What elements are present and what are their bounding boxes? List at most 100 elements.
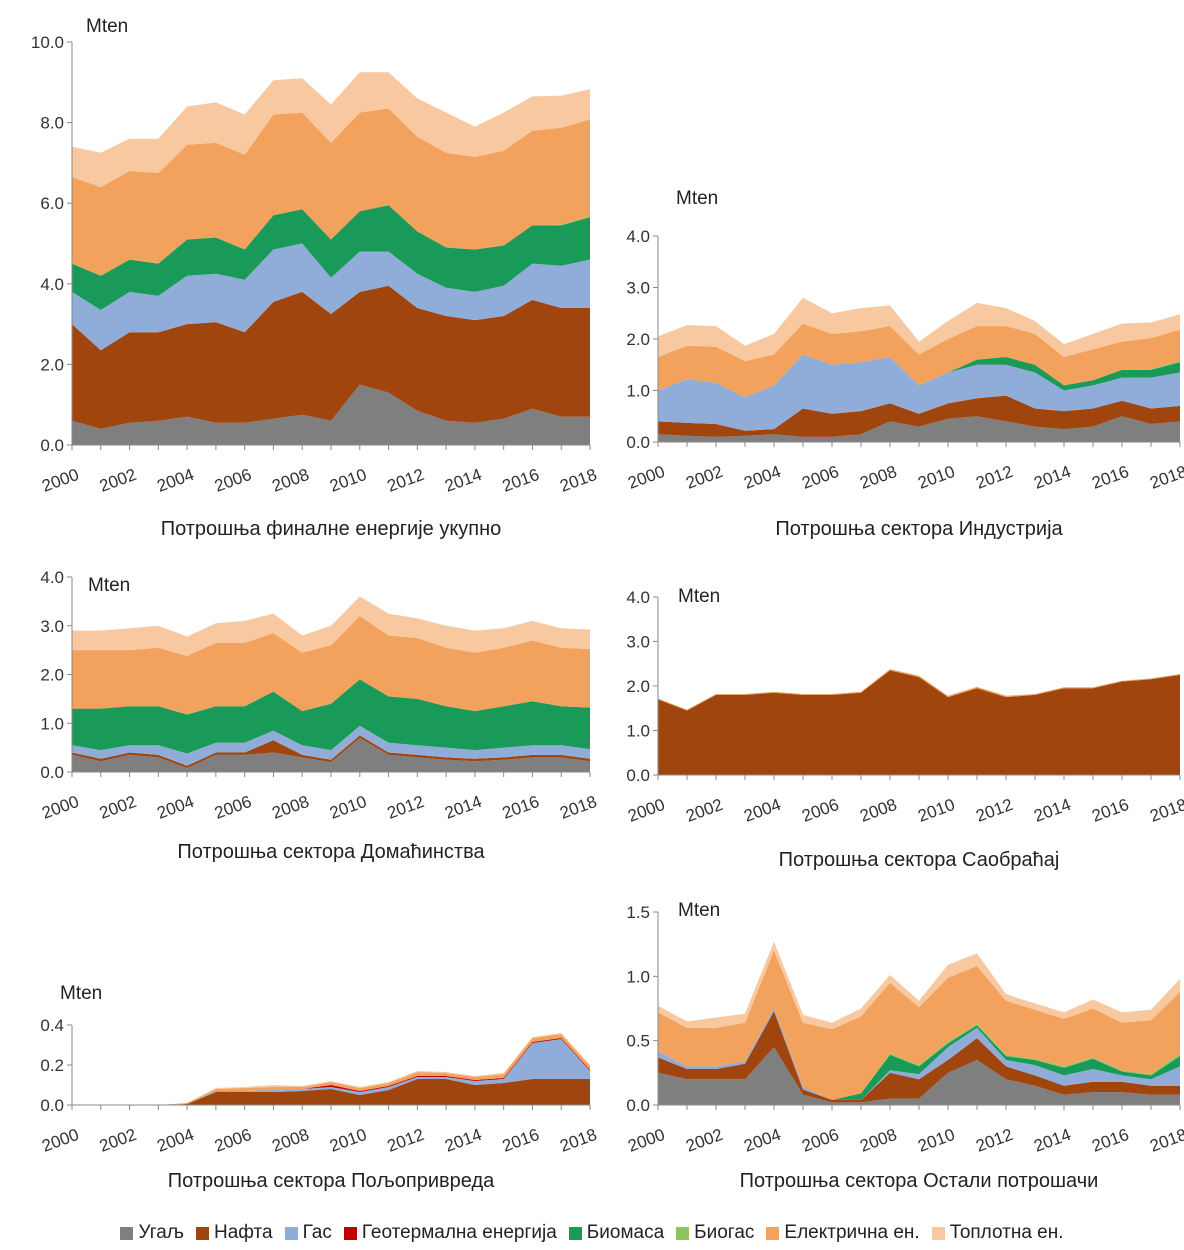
y-tick-label: 2.0 [626, 677, 650, 696]
legend-item: Нафта [196, 1222, 273, 1244]
y-tick-label: 2.0 [626, 330, 650, 349]
legend-swatch [196, 1226, 209, 1240]
legend-item: Угаљ [120, 1222, 184, 1244]
x-tick-label: 2000 [39, 465, 81, 496]
area-series-0-4 [72, 205, 590, 310]
x-tick-label: 2018 [1147, 1125, 1184, 1156]
legend-swatch [931, 1226, 945, 1240]
x-tick-label: 2008 [857, 1125, 899, 1156]
x-tick-label: 2000 [625, 795, 667, 826]
x-tick-label: 2002 [683, 462, 725, 493]
x-tick-label: 2010 [327, 1125, 369, 1156]
legend-swatch [284, 1226, 298, 1240]
y-tick-label: 1.0 [626, 382, 650, 401]
area-series-2-6 [72, 616, 590, 715]
x-tick-label: 2002 [97, 465, 139, 496]
legend-swatch [676, 1226, 690, 1240]
x-tick-label: 2006 [799, 462, 841, 493]
y-tick-label: 3.0 [626, 279, 650, 298]
legend-label: Геотермална енергија [361, 1222, 557, 1243]
area-series-1-1 [658, 395, 1180, 437]
area-series-4-6 [72, 1034, 590, 1105]
x-tick-label: 2000 [625, 462, 667, 493]
chart-title: Потрошња сектора Саобраћај [779, 849, 1060, 871]
area-series-0-7 [72, 72, 590, 188]
legend-label: Топлотна ен. [949, 1222, 1064, 1243]
area-series-2-2 [72, 725, 590, 766]
x-tick-label: 2004 [741, 795, 783, 826]
x-tick-label: 2002 [683, 795, 725, 826]
legend-label: Нафта [214, 1222, 273, 1243]
x-tick-label: 2002 [683, 1125, 725, 1156]
area-series-1-6 [658, 323, 1180, 398]
y-tick-label: 4.0 [40, 275, 64, 294]
area-series-0-0 [72, 384, 590, 445]
x-tick-label: 2008 [270, 465, 312, 496]
chart-title: Потрошња сектора Индустрија [775, 518, 1063, 540]
chart-title: Потрошња сектора Домаћинства [177, 841, 485, 863]
x-tick-label: 2010 [915, 795, 957, 826]
legend: Угаљ Нафта Гас Геотермална енергија Биомаса Б… [0, 1222, 1184, 1244]
x-tick-label: 2000 [625, 1125, 667, 1156]
area-series-5-7 [658, 941, 1180, 1030]
chart-title: Потрошња сектора Остали потрошачи [740, 1170, 1099, 1192]
y-tick-label: 1.5 [626, 903, 650, 922]
x-tick-label: 2016 [500, 1125, 542, 1156]
x-tick-label: 2004 [154, 792, 196, 823]
y-tick-label: 4.0 [40, 568, 64, 587]
x-tick-label: 2012 [973, 795, 1015, 826]
y-tick-label: 0.0 [626, 433, 650, 452]
area-series-2-4 [72, 679, 590, 754]
legend-label: Биомаса [586, 1222, 665, 1243]
unit-label: Mten [60, 983, 102, 1004]
x-tick-label: 2006 [799, 1125, 841, 1156]
x-tick-label: 2018 [557, 465, 599, 496]
x-tick-label: 2008 [857, 795, 899, 826]
x-tick-label: 2004 [154, 1125, 196, 1156]
y-tick-label: 0.5 [626, 1032, 650, 1051]
area-series-5-0 [658, 1047, 1180, 1105]
x-tick-label: 2004 [741, 1125, 783, 1156]
x-tick-label: 2010 [327, 465, 369, 496]
y-tick-label: 10.0 [31, 33, 64, 52]
legend-item: Биогас [676, 1222, 754, 1244]
x-tick-label: 2000 [39, 1125, 81, 1156]
y-tick-label: 0.4 [40, 1016, 64, 1035]
area-series-5-2 [658, 1008, 1180, 1100]
chart-title: Потрошња финалне енергије укупно [161, 518, 502, 540]
x-tick-label: 2002 [97, 1125, 139, 1156]
area-series-0-1 [72, 285, 590, 429]
y-tick-label: 4.0 [626, 588, 650, 607]
y-tick-label: 1.0 [626, 722, 650, 741]
area-series-1-0 [658, 416, 1180, 442]
unit-label: Mten [86, 16, 128, 37]
x-tick-label: 2014 [1031, 795, 1073, 826]
unit-label: Mten [678, 900, 720, 921]
area-series-2-1 [72, 735, 590, 769]
x-tick-label: 2008 [270, 1125, 312, 1156]
y-tick-label: 6.0 [40, 194, 64, 213]
x-tick-label: 2014 [442, 1125, 484, 1156]
y-tick-label: 1.0 [626, 967, 650, 986]
area-series-5-6 [658, 950, 1180, 1100]
legend-item: Гас [284, 1222, 332, 1244]
y-tick-label: 0.0 [626, 766, 650, 785]
legend-item: Геотермална енергија [343, 1222, 557, 1244]
y-tick-label: 4.0 [626, 227, 650, 246]
area-series-1-2 [658, 354, 1180, 431]
area-series-5-1 [658, 1011, 1180, 1103]
x-tick-label: 2018 [557, 1125, 599, 1156]
y-tick-label: 3.0 [626, 633, 650, 652]
x-tick-label: 2018 [1147, 462, 1184, 493]
x-tick-label: 2008 [857, 462, 899, 493]
x-tick-label: 2010 [915, 1125, 957, 1156]
legend-label: Угаљ [138, 1222, 184, 1243]
legend-label: Електрична ен. [784, 1222, 920, 1243]
legend-swatch [343, 1226, 357, 1240]
y-tick-label: 2.0 [40, 355, 64, 374]
x-tick-label: 2016 [500, 465, 542, 496]
legend-swatch [568, 1226, 582, 1240]
y-tick-label: 8.0 [40, 114, 64, 133]
area-series-2-7 [72, 596, 590, 656]
x-tick-label: 2016 [500, 792, 542, 823]
